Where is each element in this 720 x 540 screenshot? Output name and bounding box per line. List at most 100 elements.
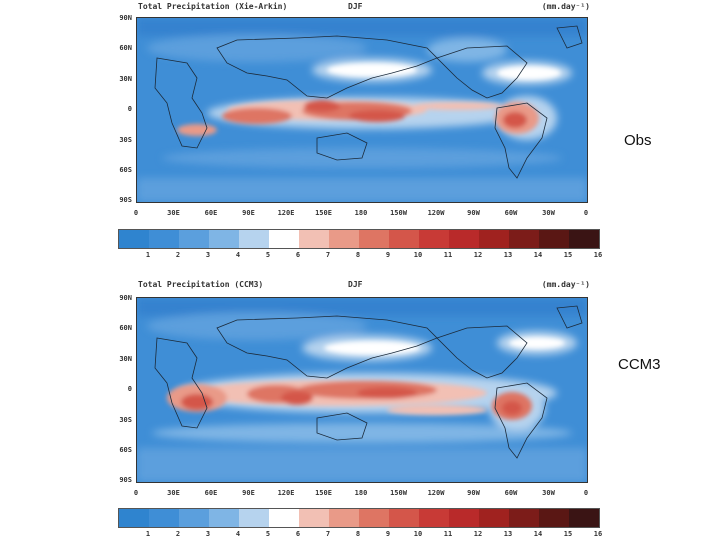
lon-tick: 120E [277,489,295,497]
lat-tick: 0 [127,385,132,393]
colorbar [118,508,600,528]
colorbar-label: 7 [325,251,331,259]
colorbar-swatch [359,509,389,527]
lat-tick: 90S [119,476,132,484]
panel-ccm3: Total Precipitation (CCM3) DJF (mm.day⁻¹… [100,278,602,540]
lon-tick: 30E [167,209,180,217]
colorbar-label: 4 [235,251,241,259]
lon-tick: 90W [467,209,480,217]
colorbar-label: 16 [593,251,603,259]
lat-tick: 90N [119,14,132,22]
lon-tick: 0 [583,489,589,497]
colorbar-swatch [509,230,539,248]
units-label: (mm.day⁻¹) [541,2,590,11]
lon-tick: 0 [583,209,589,217]
colorbar-swatch [329,509,359,527]
panel-header: Total Precipitation (Xie-Arkin) DJF (mm.… [138,2,590,14]
colorbar-swatch [479,509,509,527]
lon-tick: 120E [277,209,295,217]
lon-tick: 120W [427,209,445,217]
colorbar-label: 11 [443,251,453,259]
lat-tick: 90N [119,294,132,302]
colorbar-swatch [569,509,599,527]
colorbar-label: 13 [503,530,513,538]
colorbar-swatch [359,230,389,248]
lon-tick: 0 [133,489,139,497]
lon-tick: 30W [542,489,555,497]
lon-tick: 60W [504,209,518,217]
colorbar-label: 9 [385,530,391,538]
colorbar-swatch [149,230,179,248]
colorbar-labels: 1 2 3 4 5 6 7 8 9 10 11 12 13 14 15 16 [118,251,602,261]
units-label: (mm.day⁻¹) [541,280,590,289]
colorbar-label: 10 [413,530,423,538]
colorbar-swatch [269,509,299,527]
lat-tick: 60S [119,446,132,454]
colorbar-swatch [419,230,449,248]
colorbar-label: 8 [355,251,361,259]
precipitation-map [136,297,588,483]
lon-tick: 150E [315,489,332,497]
lon-tick: 150E [315,209,332,217]
lat-tick: 60N [119,44,132,52]
colorbar-label: 2 [175,530,181,538]
colorbar-label: 12 [473,530,483,538]
colorbar-label: 14 [533,530,543,538]
colorbar-label: 15 [563,251,573,259]
colorbar-swatch [119,509,149,527]
colorbar-labels: 1 2 3 4 5 6 7 8 9 10 11 12 13 14 15 16 [118,530,602,540]
lon-tick: 90E [242,209,255,217]
lon-tick: 180 [354,489,368,497]
colorbar-swatch [479,230,509,248]
lat-tick: 60N [119,324,132,332]
colorbar-swatch [209,230,239,248]
colorbar-label: 11 [443,530,453,538]
colorbar-label: 9 [385,251,391,259]
colorbar-label: 15 [563,530,573,538]
colorbar-label: 4 [235,530,241,538]
colorbar-label: 3 [205,530,211,538]
colorbar-label: 10 [413,251,423,259]
precipitation-map [136,17,588,203]
colorbar-swatch [329,230,359,248]
lon-tick: 90W [467,489,480,497]
colorbar-swatch [149,509,179,527]
lon-tick: 150W [390,209,407,217]
colorbar-label: 5 [265,251,271,259]
lat-tick: 30S [119,136,132,144]
lon-tick: 90E [242,489,255,497]
colorbar-swatch [449,509,479,527]
lon-tick: 30E [167,489,180,497]
lon-tick: 0 [133,209,139,217]
lon-tick: 150W [390,489,407,497]
colorbar-label: 5 [265,530,271,538]
colorbar-swatch [539,509,569,527]
colorbar-label: 14 [533,251,543,259]
colorbar-swatch [269,230,299,248]
lon-tick: 60E [204,209,218,217]
colorbar-label: 12 [473,251,483,259]
lat-tick: 90S [119,196,132,204]
colorbar-swatch [239,230,269,248]
lat-tick: 30N [119,75,132,83]
colorbar-label: 13 [503,251,513,259]
lon-tick: 60E [204,489,218,497]
season-label: DJF [348,2,363,11]
colorbar-swatch [299,230,329,248]
colorbar-swatch [179,230,209,248]
lon-tick: 30W [542,209,555,217]
ccm3-label: CCM3 [618,356,661,373]
panel-title: Total Precipitation (Xie-Arkin) [138,2,288,11]
colorbar-swatch [569,230,599,248]
lat-tick: 60S [119,166,132,174]
lon-tick: 60W [504,489,518,497]
lon-tick: 180 [354,209,368,217]
colorbar-swatch [389,230,419,248]
colorbar-swatch [539,230,569,248]
lon-tick: 120W [427,489,445,497]
panel-obs: Total Precipitation (Xie-Arkin) DJF (mm.… [100,0,602,262]
colorbar-swatch [119,230,149,248]
colorbar-swatch [419,509,449,527]
colorbar-label: 3 [205,251,211,259]
panel-header: Total Precipitation (CCM3) DJF (mm.day⁻¹… [138,280,590,292]
